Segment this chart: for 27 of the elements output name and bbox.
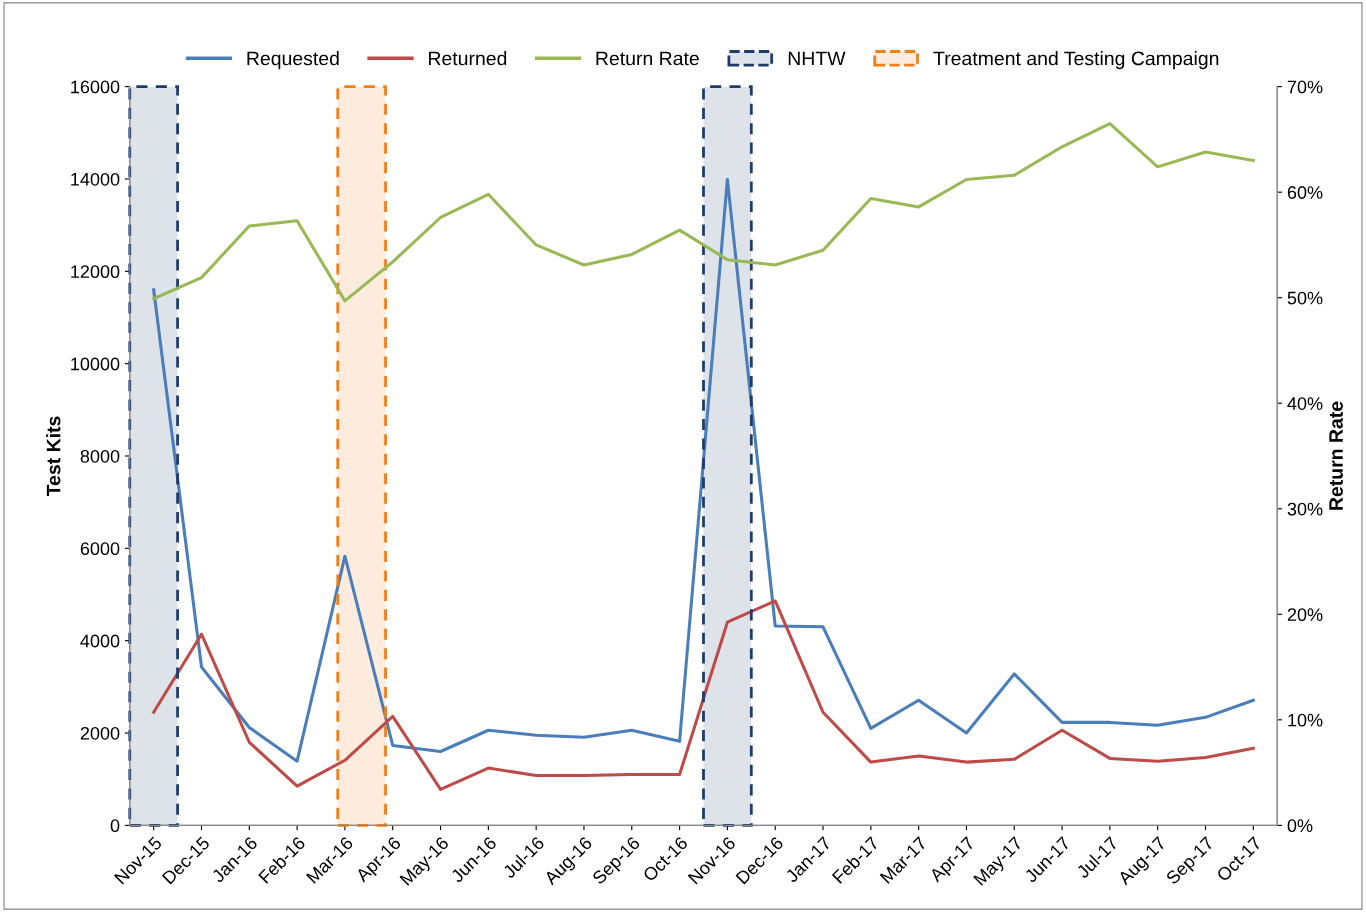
y2-tick-label: 70% (1287, 80, 1323, 94)
legend-label: Return Rate (596, 51, 699, 66)
line-series (152, 122, 1255, 303)
y2-axis-title: Return Rate (1329, 401, 1343, 510)
y2-tick-label: 30% (1287, 502, 1323, 516)
legend-label: Requested (247, 51, 339, 70)
y-tick-label: 6000 (80, 542, 120, 556)
legend-label: Treatment and Testing Campaign (933, 51, 1219, 70)
y-tick-label: 16000 (71, 80, 120, 94)
y2-tick-label: 20% (1287, 608, 1323, 622)
y-tick-label: 0 (110, 819, 120, 833)
line-series (152, 177, 1255, 763)
y-tick-label: 2000 (80, 726, 120, 740)
legend-label: NHTW (788, 51, 846, 66)
line-series (152, 599, 1255, 791)
y-tick-label: 14000 (71, 172, 120, 186)
y2-tick-label: 50% (1287, 291, 1323, 305)
y2-tick-label: 0% (1287, 819, 1313, 833)
y2-tick-label: 10% (1288, 713, 1323, 727)
y-tick-label: 10000 (71, 357, 120, 371)
legend-label: Returned (429, 51, 507, 66)
y2-tick-label: 40% (1287, 397, 1323, 410)
y-tick-label: 12000 (71, 265, 120, 279)
y-axis-title: Test Kits (46, 416, 61, 497)
y-tick-label: 8000 (80, 449, 120, 463)
y2-tick-label: 60% (1287, 186, 1323, 199)
y-tick-label: 4000 (80, 634, 120, 648)
